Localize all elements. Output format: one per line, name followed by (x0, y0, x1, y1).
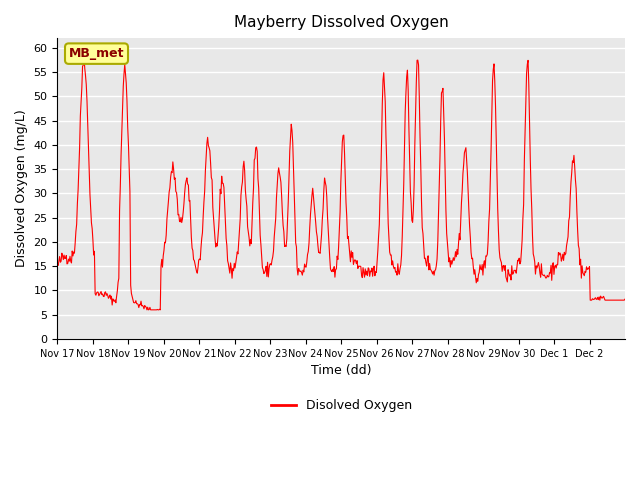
Title: Mayberry Dissolved Oxygen: Mayberry Dissolved Oxygen (234, 15, 449, 30)
Y-axis label: Dissolved Oxygen (mg/L): Dissolved Oxygen (mg/L) (15, 109, 28, 267)
X-axis label: Time (dd): Time (dd) (311, 364, 371, 377)
Text: MB_met: MB_met (68, 47, 124, 60)
Legend: Disolved Oxygen: Disolved Oxygen (266, 394, 417, 417)
